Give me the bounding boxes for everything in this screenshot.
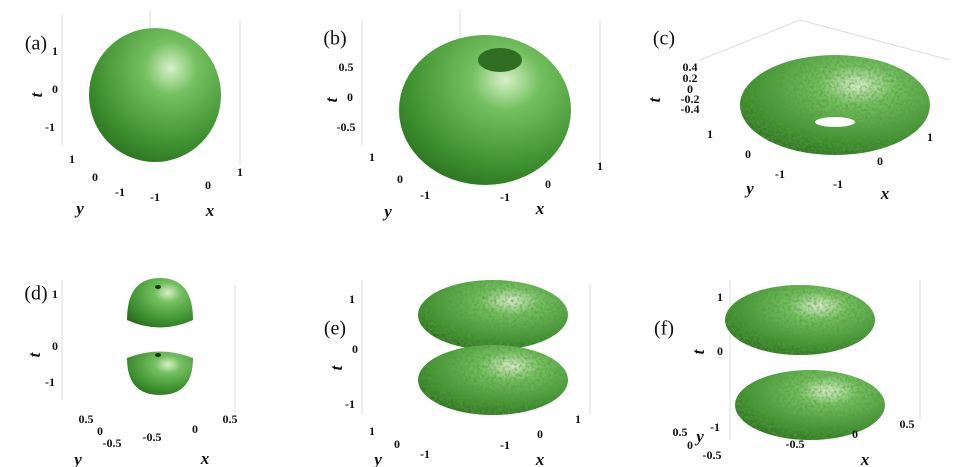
upper-blob: [725, 285, 875, 355]
y-tick-label: 0: [397, 172, 403, 186]
z-tick-label: 1: [349, 292, 355, 306]
z-tick-label: -0.4: [681, 102, 700, 116]
x-axis-label: x: [200, 449, 210, 467]
x-tick-label: -1: [500, 438, 510, 452]
z-tick-label: 0: [52, 339, 58, 353]
y-tick-label: 0.5: [673, 425, 688, 439]
sphere: [89, 28, 221, 162]
x-tick-label: 0: [205, 178, 211, 192]
torus-hole: [478, 48, 522, 72]
z-axis-label: t: [645, 96, 664, 102]
y-tick-label: -0.5: [103, 436, 122, 450]
y-tick-label: 0: [92, 170, 98, 184]
upper-cap: [127, 278, 193, 328]
x-tick-label: 1: [927, 130, 933, 144]
x-axis-label: x: [860, 450, 870, 467]
x-tick-label: 0: [545, 177, 551, 191]
x-tick-label: 0.5: [900, 417, 915, 431]
z-tick-label: 1: [717, 290, 723, 304]
x-tick-label: -0.5: [786, 437, 805, 451]
flat-torus-hole: [815, 117, 855, 127]
z-tick-label: 0: [717, 344, 723, 358]
y-axis-label: y: [744, 179, 754, 198]
z-tick-label: 0: [52, 82, 58, 96]
z-tick-label: 0.5: [339, 60, 354, 74]
y-tick-label: -1: [420, 447, 430, 461]
y-tick-label: 1: [707, 127, 713, 141]
y-tick-label: -1: [420, 188, 430, 202]
x-tick-label: 0: [877, 154, 883, 168]
y-tick-label: -1: [115, 185, 125, 199]
z-tick-label: -1: [345, 397, 355, 411]
x-tick-label: -1: [150, 190, 160, 204]
lower-cap: [127, 352, 193, 396]
z-tick-label: -1: [45, 375, 55, 389]
x-axis-label: x: [535, 450, 545, 467]
z-tick-label: 0: [347, 90, 353, 104]
panel-label: (f): [654, 318, 674, 340]
x-axis-label: x: [880, 184, 890, 203]
lower-blob: [735, 370, 885, 440]
y-axis-label: y: [694, 427, 704, 446]
x-tick-label: -1: [833, 177, 843, 191]
x-tick-label: 0: [852, 427, 858, 441]
x-axis-label: x: [535, 199, 545, 218]
y-tick-label: 0.5: [79, 412, 94, 426]
x-tick-label: 0.5: [223, 412, 238, 426]
y-axis-label: y: [74, 199, 84, 218]
panel-label: (e): [324, 318, 346, 340]
z-axis-label: t: [689, 348, 708, 354]
y-axis-label: y: [372, 450, 382, 467]
surfaces: [89, 28, 930, 440]
x-tick-label: 1: [597, 159, 603, 173]
x-tick-label: -0.5: [143, 430, 162, 444]
y-axis-label: y: [72, 450, 82, 467]
y-tick-label: -0.5: [703, 448, 722, 462]
x-tick-label: -1: [500, 190, 510, 204]
panel-label: (d): [24, 283, 47, 305]
z-tick-label: -1: [45, 120, 55, 134]
z-axis-label: t: [327, 364, 346, 370]
z-tick-label: -0.5: [337, 120, 356, 134]
y-tick-label: -1: [775, 167, 785, 181]
x-tick-label: 1: [237, 165, 243, 179]
panel-label: (a): [25, 33, 47, 55]
z-axis-label: t: [27, 91, 46, 97]
z-tick-label: 1: [52, 287, 58, 301]
panel-label: (b): [323, 28, 346, 50]
upper-torus: [418, 280, 568, 350]
x-tick-label: 0: [192, 422, 198, 436]
x-axis-label: x: [205, 201, 215, 220]
z-tick-label: 1: [52, 44, 58, 58]
x-tick-label: 0: [537, 427, 543, 441]
y-tick-label: 1: [69, 152, 75, 166]
y-tick-label: 0: [394, 437, 400, 451]
flat-torus: [740, 55, 930, 155]
y-axis-label: y: [382, 202, 392, 221]
z-axis-label: t: [322, 96, 341, 102]
y-tick-label: 1: [369, 150, 375, 164]
z-tick-label: -1: [710, 420, 720, 434]
figure: (a)tyx10-110-1-101(b)tyx0.50-0.510-1-101…: [0, 0, 960, 467]
z-axis-label: t: [25, 351, 44, 357]
lower-torus: [418, 345, 568, 415]
y-tick-label: 0: [687, 438, 693, 452]
x-tick-label: 1: [575, 412, 581, 426]
y-tick-label: 0: [745, 147, 751, 161]
panel-label: (c): [653, 28, 675, 50]
y-tick-label: 1: [369, 424, 375, 438]
z-tick-label: 0: [352, 342, 358, 356]
